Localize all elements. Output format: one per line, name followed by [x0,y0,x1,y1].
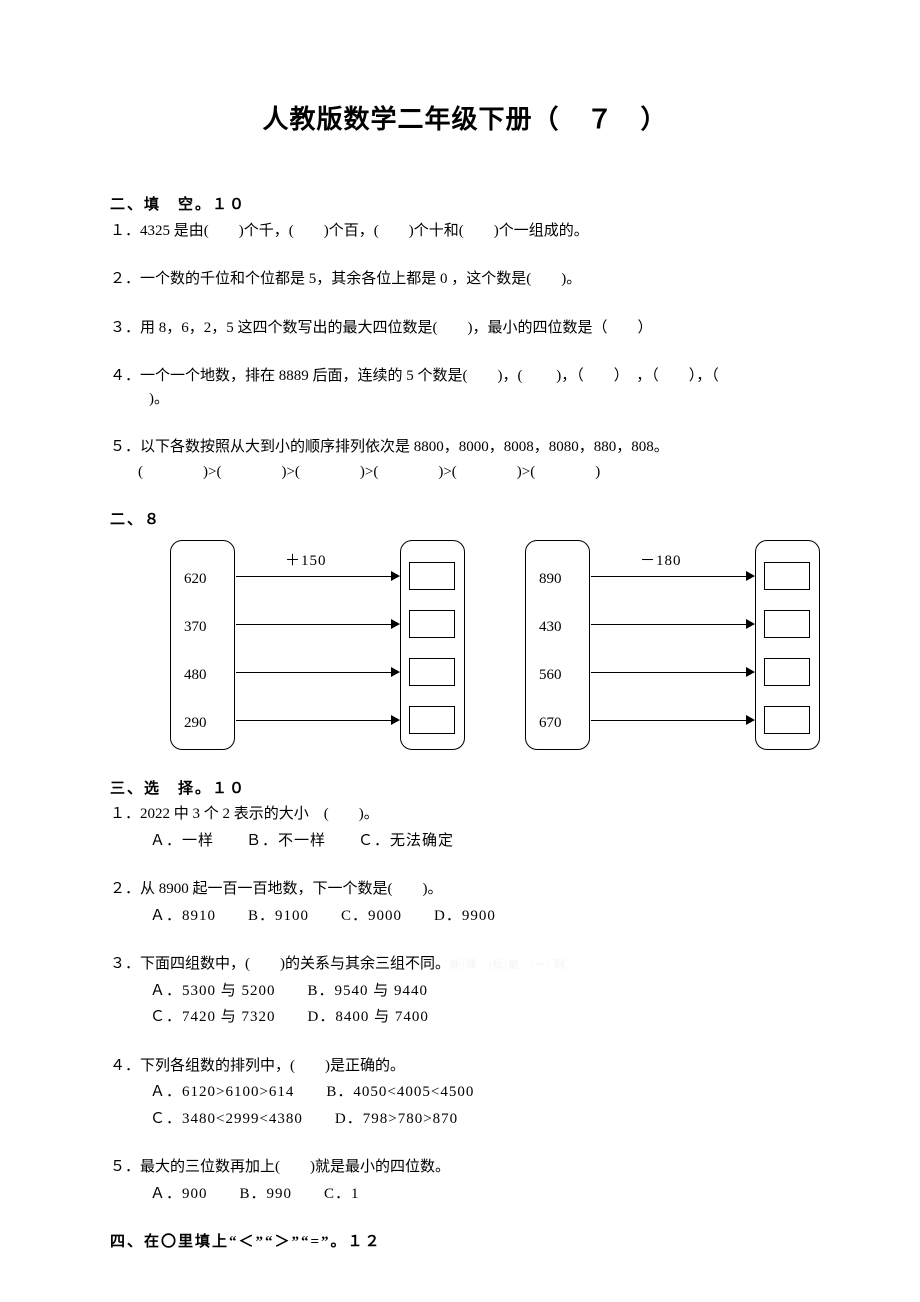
arrow-icon [591,624,754,626]
answer-box [409,706,455,734]
section1-head: 二、填 空。１０ [110,194,820,217]
answer-box [764,706,810,734]
diagram-right: －180 890 430 560 670 [525,540,820,750]
section2-head: 二、８ [110,509,820,532]
answer-box [409,658,455,686]
section3-head: 三、选 择。１０ [110,778,820,801]
q3-4-opt2: Ｃ．3480<2999<4380 D．798>780>870 [110,1108,820,1131]
right-v2: 430 [539,616,562,639]
q3-2-opt: Ａ．8910 B．9100 C．9000 D．9900 [110,905,820,928]
right-v4: 670 [539,712,562,735]
q1-1: １．4325 是由( )个千，( )个百，( )个十和( )个一组成的。 [110,220,820,243]
q3-4-opt1: Ａ．6120>6100>614 B．4050<4005<4500 [110,1081,820,1104]
q3-1-stem: １．2022 中 3 个 2 表示的大小 ( )。 [110,803,820,826]
diagrams-row: ＋150 620 370 480 290 －180 890 430 560 67… [110,540,820,750]
left-v4: 290 [184,712,207,735]
diagram-left: ＋150 620 370 480 290 [170,540,465,750]
arrow-icon [236,672,399,674]
answer-box [409,562,455,590]
q3-4-stem: ４．下列各组数的排列中，( )是正确的。 [110,1055,820,1078]
page-title: 人教版数学二年级下册（ ７ ） [110,100,820,139]
q1-2: ２．一个数的千位和个位都是 5，其余各位上都是 0 ，这个数是( )。 [110,268,820,291]
answer-box [764,658,810,686]
q3-5-opt: Ａ．900 B．990 C．1 [110,1183,820,1206]
left-v1: 620 [184,568,207,591]
answer-box [764,610,810,638]
arrow-icon [591,672,754,674]
answer-box [764,562,810,590]
q3-3: ３．下面四组数中，( )的关系与其余三组不同。新|课 |标|第 |一| 网 Ａ．… [110,953,820,1029]
arrow-icon [236,720,399,722]
q3-2-stem: ２．从 8900 起一百一百地数，下一个数是( )。 [110,878,820,901]
arrow-icon [591,576,754,578]
q3-3-opt2: Ｃ．7420 与 7320 D．8400 与 7400 [110,1006,820,1029]
q3-5-stem: ５．最大的三位数再加上( )就是最小的四位数。 [110,1156,820,1179]
section4-head: 四、在〇里填上“＜”“＞”“=”。１２ [110,1231,820,1254]
left-v2: 370 [184,616,207,639]
q3-4: ４．下列各组数的排列中，( )是正确的。 Ａ．6120>6100>614 B．4… [110,1055,820,1131]
right-v3: 560 [539,664,562,687]
watermark-text: 新|课 |标|第 |一| 网 [450,959,566,971]
left-operation: ＋150 [285,550,327,573]
q1-4: ４．一个一个地数，排在 8889 后面，连续的 5 个数是( )，( )，（ ）… [110,365,820,410]
page-root: 人教版数学二年级下册（ ７ ） 二、填 空。１０ １．4325 是由( )个千，… [0,0,920,1294]
q3-3-stem: ３．下面四组数中，( )的关系与其余三组不同。新|课 |标|第 |一| 网 [110,953,820,976]
left-v3: 480 [184,664,207,687]
q3-3-opt1: Ａ．5300 与 5200 B．9540 与 9440 [110,980,820,1003]
right-operation: －180 [640,550,682,573]
q1-5a: ５．以下各数按照从大到小的顺序排列依次是 8800，8000，8008，8080… [110,436,820,459]
q1-5: ５．以下各数按照从大到小的顺序排列依次是 8800，8000，8008，8080… [110,436,820,483]
q3-2: ２．从 8900 起一百一百地数，下一个数是( )。 Ａ．8910 B．9100… [110,878,820,927]
q1-3: ３．用 8，6，2，5 这四个数写出的最大四位数是( )，最小的四位数是（ ） [110,317,820,340]
q3-1-opt: Ａ．一样 Ｂ．不一样 Ｃ．无法确定 [110,830,820,853]
right-v1: 890 [539,568,562,591]
q1-4a: ４．一个一个地数，排在 8889 后面，连续的 5 个数是( )，( )，（ ）… [110,368,719,384]
q1-4b: )。 [110,391,169,407]
q3-5: ５．最大的三位数再加上( )就是最小的四位数。 Ａ．900 B．990 C．1 [110,1156,820,1205]
arrow-icon [236,576,399,578]
answer-box [409,610,455,638]
q1-5b: ( )>( )>( )>( )>( )>( ) [110,461,820,484]
q3-1: １．2022 中 3 个 2 表示的大小 ( )。 Ａ．一样 Ｂ．不一样 Ｃ．无… [110,803,820,852]
arrow-icon [591,720,754,722]
arrow-icon [236,624,399,626]
